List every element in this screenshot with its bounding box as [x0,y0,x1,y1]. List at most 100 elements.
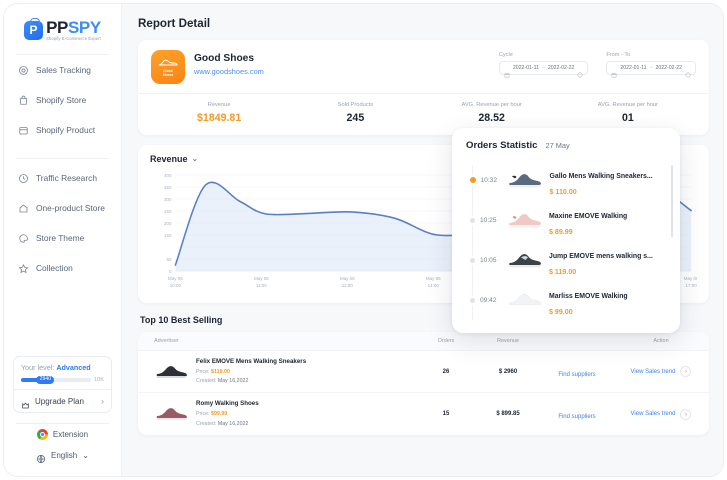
svg-text:400: 400 [164,173,172,178]
clear-icon[interactable] [577,65,583,78]
chevron-right-icon[interactable]: › [680,408,692,420]
sidebar-item-sales-tracking[interactable]: Sales Tracking [4,55,121,85]
column-header-action: Action [653,338,669,344]
store-url-link[interactable]: www.goodshoes.com [194,67,264,76]
sidebar-item-traffic-research[interactable]: Traffic Research [4,163,121,193]
chevron-right-icon: › [101,396,104,406]
page-title: Report Detail [138,17,211,30]
cell-action: View Sales trend › [613,408,709,420]
extension-button[interactable]: Extension [4,424,121,445]
list-item[interactable]: 09:42 Marliss EMOVE Walking $ 99.00 [470,280,668,320]
sidebar-divider-mid [16,158,109,160]
level-prefix: Your level: [21,363,55,372]
stat-label: AVG. Revenue per hour [597,102,659,108]
sidebar-item-one-product-store[interactable]: One-product Store [4,193,121,223]
product-info: Romy Walking Shoes Price: $99.99 Created… [196,400,259,428]
cell-orders: 15 [442,411,450,417]
sidebar-item-label: Collection [36,263,73,274]
table-row[interactable]: Romy Walking Shoes Price: $99.99 Created… [138,393,709,435]
sidebar-item-shopify-product[interactable]: Shopify Product [4,115,121,145]
timeline-dot [470,297,475,303]
product-thumbnail [507,168,543,193]
upgrade-plan-button[interactable]: Upgrade Plan › [21,390,104,412]
sidebar-item-shopify-store[interactable]: Shopify Store [4,85,121,115]
store-card-divider [138,93,709,94]
product-name: Felix EMOVE Mens Walking Sneakers [196,357,307,365]
home-icon [18,203,29,214]
cell-advertiser: Romy Walking Shoes Price: $99.99 Created… [138,400,417,428]
svg-text:May 06: May 06 [168,276,183,281]
svg-text:350: 350 [164,185,172,190]
order-time: 10:05 [480,256,497,264]
cell-action: View Sales trend › [613,366,709,377]
chevron-down-icon: ⌄ [191,154,199,163]
store-meta: Good Shoes www.goodshoes.com [194,50,264,76]
revenue-chart-header[interactable]: Revenue ⌄ [150,154,697,164]
from-to-date-input[interactable]: 2022-01-11 – 2022-02-22 [606,61,696,78]
app-logo[interactable]: PPSPY Shopify E-Commerce Expert [4,17,121,41]
list-item[interactable]: 10:05 Jump EMOVE mens walking s... $ 119… [470,240,668,280]
from-to-date-to: 2022-02-22 [655,65,682,71]
globe-icon [36,451,46,463]
logo-name-part2: SPY [67,18,101,37]
order-text: Marliss EMOVE Walking $ 99.00 [549,282,628,317]
sidebar-item-collection[interactable]: Collection [4,253,121,283]
language-selector[interactable]: English ⌄ [4,445,121,466]
cycle-date-input[interactable]: 2022-01-11 – 2022-02-22 [498,61,589,78]
timeline-dot-active [469,177,476,183]
level-progress-value: 2940 [36,375,55,384]
sidebar-item-label: One-product Store [36,203,105,214]
orders-scrollbar[interactable] [670,165,673,237]
level-progress-fill [21,378,42,382]
order-price: $ 110.00 [549,188,577,197]
svg-text:May 06: May 06 [684,276,697,281]
level-progress-bar[interactable]: 2940 [21,375,92,384]
column-header-advertiser: Advertiser [154,338,179,344]
shoe-icon [509,173,541,187]
shop-bag-icon [18,95,29,106]
stat-revenue: Revenue $1849.81 [151,102,287,124]
sidebar-divider-top [16,54,109,56]
view-sales-trend-link[interactable]: View Sales trend [630,368,676,375]
cell-find-suppliers: Find suppliers [541,363,613,381]
created-value: May 16,2022 [217,420,249,427]
sidebar-item-store-theme[interactable]: Store Theme [4,223,121,253]
sidebar-divider-bottom [16,423,109,424]
cell-revenue: $ 899.85 [496,411,520,417]
palette-icon [18,233,29,244]
calendar-icon [504,65,510,78]
logo-text: PPSPY Shopify E-Commerce Expert [46,19,101,41]
orders-statistic-panel: Orders Statistic 27 May 10:32 Gallo Mens… [452,128,680,333]
upgrade-plan-label: Upgrade Plan [35,396,84,406]
order-price: $ 119.00 [549,268,577,277]
find-suppliers-link[interactable]: Find suppliers [558,414,596,420]
chrome-icon [36,429,48,440]
sidebar-item-label: Traffic Research [36,173,97,184]
created-label: Created: [196,420,217,427]
from-to-filter: From - To 2022-01-11 – 2022-02-22 [606,52,696,78]
price-label: Price: [196,411,210,418]
orders-panel-date: 27 May [545,141,570,150]
calendar-icon [611,65,617,78]
stat-value: 245 [346,112,365,124]
target-icon [18,65,29,76]
list-item[interactable]: 10:25 Maxine EMOVE Walking $ 89.99 [470,200,668,240]
chevron-right-icon[interactable]: › [680,366,692,377]
chevron-down-icon: ⌄ [82,451,89,460]
clear-icon[interactable] [685,65,691,78]
view-sales-trend-link[interactable]: View Sales trend [630,411,676,417]
stat-sold-products: Sold Products 245 [287,102,423,124]
level-progress-row: 2940 10K [21,375,104,384]
find-suppliers-link[interactable]: Find suppliers [558,371,596,378]
order-text: Maxine EMOVE Walking $ 89.99 [549,202,627,237]
table-row[interactable]: Felix EMOVE Mens Walking Sneakers Price:… [138,351,709,393]
store-name: Good Shoes [194,53,254,64]
cycle-filter: Cycle 2022-01-11 – 2022-02-22 [498,52,589,78]
stat-value: 28.52 [478,112,505,124]
svg-text:300: 300 [164,197,172,202]
product-price-line: Price: $119.00 [196,369,306,376]
list-item[interactable]: 10:32 Gallo Mens Walking Sneakers... $ 1… [469,160,668,200]
shoe-icon [156,366,187,378]
shoe-icon [156,408,187,421]
from-to-label: From - To [606,52,631,58]
